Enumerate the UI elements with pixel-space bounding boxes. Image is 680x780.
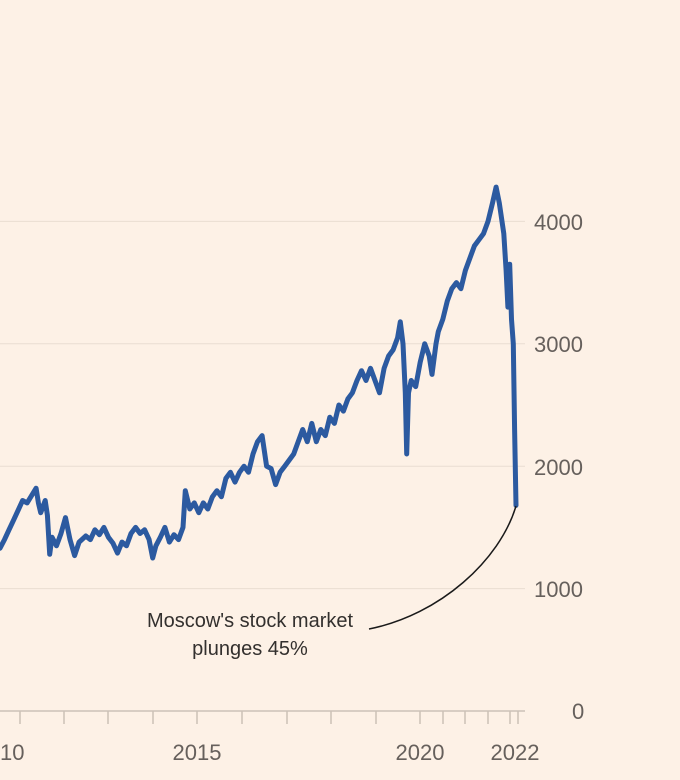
annotation-line-1: Moscow's stock market — [147, 610, 354, 632]
x-axis-labels: 2010 2015 2020 2022 — [0, 740, 539, 765]
x-tick-label-2010: 2010 — [0, 740, 24, 765]
y-tick-label-3000: 3000 — [534, 332, 583, 357]
annotation-leader-line — [368, 505, 517, 630]
x-tick-label-2022: 2022 — [491, 740, 540, 765]
y-tick-label-1000: 1000 — [534, 577, 583, 602]
x-tick-label-2015: 2015 — [173, 740, 222, 765]
y-tick-label-4000: 4000 — [534, 210, 583, 235]
gridlines — [0, 220, 525, 590]
series-line-moex — [0, 184, 519, 561]
y-tick-label-2000: 2000 — [534, 455, 583, 480]
y-axis-labels: 0 1000 2000 3000 4000 — [534, 210, 584, 724]
annotation-line-2: plunges 45% — [192, 638, 308, 660]
y-tick-label-0: 0 — [572, 699, 584, 724]
x-axis — [0, 710, 525, 724]
x-tick-label-2020: 2020 — [396, 740, 445, 765]
